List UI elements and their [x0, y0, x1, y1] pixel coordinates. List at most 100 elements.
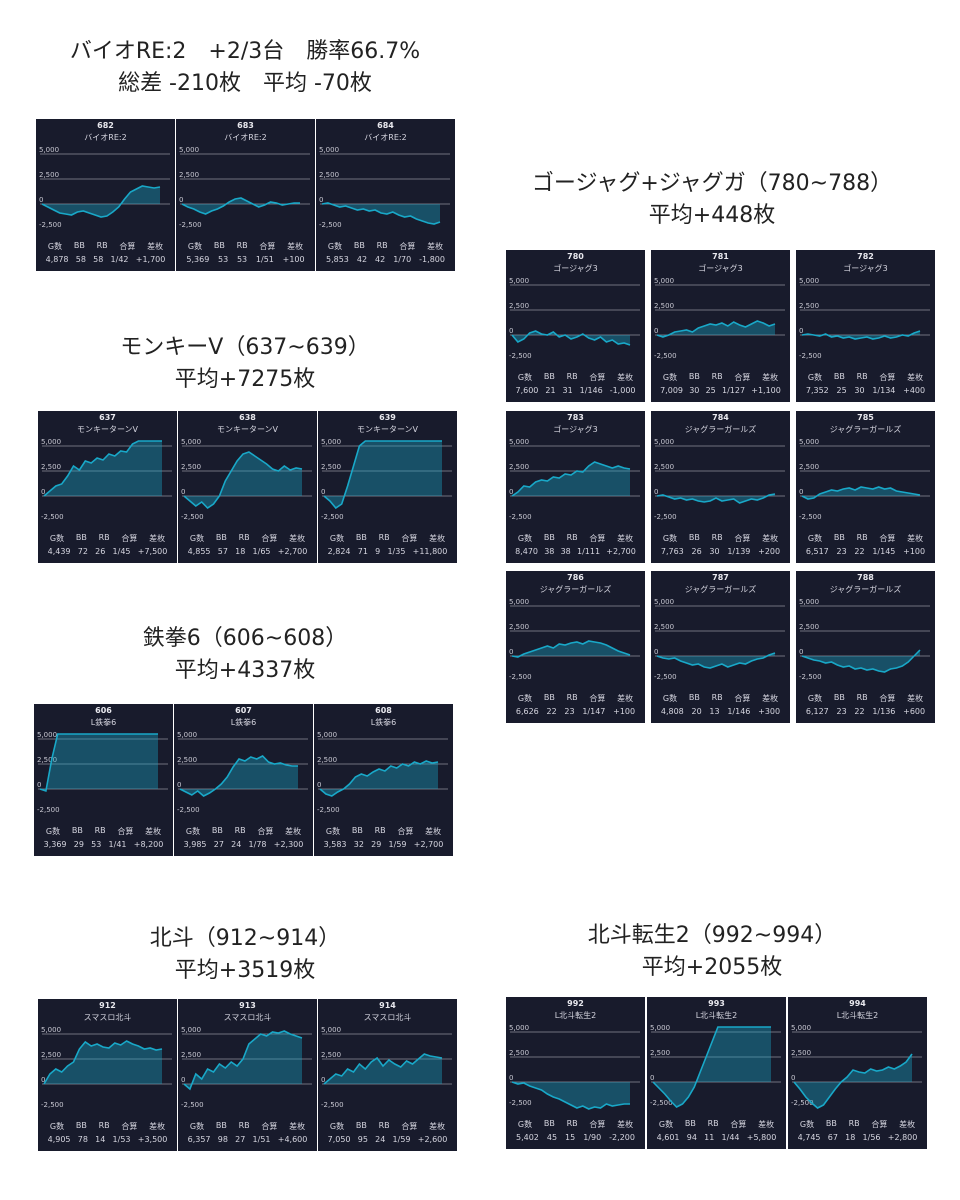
axis-tick-label: 2,500 — [41, 463, 61, 471]
axis-tick-label: -2,500 — [791, 1099, 814, 1107]
series-area — [802, 650, 920, 672]
stat-value: 42 — [375, 255, 386, 264]
stat-value: 7,352 — [805, 386, 829, 395]
axis-tick-label: 0 — [509, 648, 513, 656]
stat-value: +2,300 — [273, 840, 304, 849]
axis-tick-label: 5,000 — [799, 598, 819, 606]
slump-graph: 5,000 2,500 0 -2,500 — [791, 1024, 922, 1109]
series-area — [42, 186, 160, 217]
stat-value: 15 — [565, 1133, 576, 1142]
axis-tick-label: 0 — [650, 1074, 654, 1082]
stat-value: 1/56 — [862, 1133, 881, 1142]
stat-header: G数 — [807, 534, 823, 543]
machine-name: バイオRE:2 — [364, 133, 407, 142]
stat-header-row: G数 BB RB 合算 差枚 — [178, 1121, 317, 1132]
stat-value: 4,808 — [660, 707, 684, 716]
stat-header: RB — [234, 826, 246, 835]
stat-value: +2,600 — [417, 1135, 448, 1144]
stat-value: 94 — [686, 1133, 697, 1142]
stat-value: 4,878 — [45, 255, 69, 264]
axis-tick-label: 2,500 — [317, 756, 337, 764]
group-title-line: ゴージャグ+ジャグガ（780~788） — [531, 171, 893, 196]
stat-value: 22 — [854, 547, 865, 556]
stat-header: RB — [856, 372, 868, 381]
series-area — [512, 462, 630, 496]
machine-name: L北斗転生2 — [836, 1011, 879, 1020]
stat-value: 1/41 — [108, 840, 127, 849]
stat-value: 1/35 — [387, 547, 406, 556]
stat-header: BB — [543, 1119, 555, 1128]
stat-value: -1,000 — [609, 386, 636, 395]
axis-tick-label: 0 — [181, 1076, 185, 1084]
series-area — [180, 756, 298, 796]
axis-tick-label: 0 — [37, 781, 41, 789]
series-line — [801, 649, 921, 673]
axis-tick-label: -2,500 — [650, 1099, 673, 1107]
axis-tick-label: -2,500 — [37, 806, 60, 814]
stat-value: 1/51 — [252, 1135, 271, 1144]
stat-header: BB — [833, 693, 845, 702]
stat-header-row: G数 BB RB 合算 差枚 — [174, 826, 313, 837]
stat-header: G数 — [49, 1122, 65, 1131]
stat-header-row: G数 BB RB 合算 差枚 — [316, 241, 455, 252]
machine-chart-panel: 5,000 2,500 0 -2,500 788 ジャグラーガールズ G数 BB RB 合算 差枚 6… — [796, 571, 935, 723]
stat-header: 差枚 — [429, 534, 446, 543]
machine-name: L鉄拳6 — [230, 718, 257, 727]
slump-graph: 5,000 2,500 0 -2,500 — [177, 731, 308, 814]
series-line — [656, 320, 776, 338]
series-area — [322, 203, 440, 224]
stat-header-row: G数 BB RB 合算 差枚 — [38, 533, 177, 544]
stat-header-row: G数 BB RB 合算 差枚 — [176, 241, 315, 252]
stat-header: G数 — [517, 534, 533, 543]
stat-header: G数 — [189, 1122, 205, 1131]
stat-value-row: 4,601 94 11 1/44 +5,800 — [647, 1133, 786, 1142]
axis-tick-label: 5,000 — [509, 277, 529, 285]
stat-value: 1/59 — [388, 840, 407, 849]
stat-value: 1/111 — [576, 547, 601, 556]
stat-header: BB — [543, 533, 555, 542]
stat-header: 合算 — [401, 534, 418, 543]
stat-value: 29 — [73, 840, 84, 849]
machine-chart-panel: 5,000 2,500 0 -2,500 994 L北斗転生2 G数 BB RB 合算 差枚 4,74… — [788, 997, 927, 1149]
group-title-line: 北斗（912~914） — [149, 926, 341, 951]
slump-graph: 5,000 2,500 0 -2,500 — [39, 146, 170, 229]
series-line — [43, 1040, 163, 1085]
machine-name: ゴージャグ3 — [843, 264, 888, 273]
stat-value: 2,824 — [327, 547, 351, 556]
stat-value: 58 — [75, 255, 86, 264]
stat-header: 合算 — [261, 534, 278, 543]
stat-value: 30 — [689, 386, 700, 395]
machine-name: L北斗転生2 — [554, 1011, 597, 1020]
axis-tick-label: 5,000 — [654, 277, 674, 285]
stat-value: 26 — [95, 547, 106, 556]
stat-header: BB — [833, 372, 845, 381]
stat-value: +2,700 — [277, 547, 308, 556]
axis-tick-label: 2,500 — [319, 171, 339, 179]
stat-value: 1/134 — [872, 386, 896, 395]
stat-header: 合算 — [730, 1120, 747, 1129]
series-line — [511, 461, 631, 497]
stat-value-row: 5,402 45 15 1/90 -2,200 — [506, 1133, 645, 1142]
axis-tick-label: -2,500 — [321, 513, 344, 521]
machine-name: モンキーターンV — [356, 425, 419, 434]
machine-chart-panel: 5,000 2,500 0 -2,500 781 ゴージャグ3 G数 BB RB 合算 差枚 7,00… — [651, 250, 790, 402]
stat-header: G数 — [517, 694, 533, 703]
stat-value: 53 — [91, 840, 102, 849]
stat-header: BB — [215, 533, 227, 542]
series-line — [181, 197, 300, 215]
axis-tick-label: 2,500 — [509, 463, 529, 471]
machine-number: 784 — [712, 413, 729, 422]
axis-tick-label: 2,500 — [509, 623, 529, 631]
axis-tick-label: 0 — [654, 648, 658, 656]
group-title: ゴージャグ+ジャグガ（780~788） 平均+448枚 — [472, 168, 952, 232]
slump-graph: 5,000 2,500 0 -2,500 — [179, 146, 310, 229]
stat-value: +8,200 — [133, 840, 164, 849]
stat-header-row: G数 BB RB 合算 差枚 — [314, 826, 453, 837]
axis-tick-label: 5,000 — [37, 731, 57, 739]
stat-header-row: G数 BB RB 合算 差枚 — [178, 533, 317, 544]
stat-value: 24 — [375, 1135, 386, 1144]
stat-header: 差枚 — [425, 827, 442, 836]
stat-header: 合算 — [734, 373, 751, 382]
stat-value: 18 — [845, 1133, 856, 1142]
stat-header: G数 — [49, 534, 65, 543]
